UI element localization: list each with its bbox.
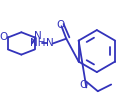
Text: O: O (56, 20, 65, 30)
Text: N: N (34, 31, 41, 41)
Text: O: O (0, 32, 7, 42)
Text: N: N (46, 38, 54, 48)
Text: O: O (79, 80, 88, 90)
Text: NH: NH (30, 38, 45, 48)
